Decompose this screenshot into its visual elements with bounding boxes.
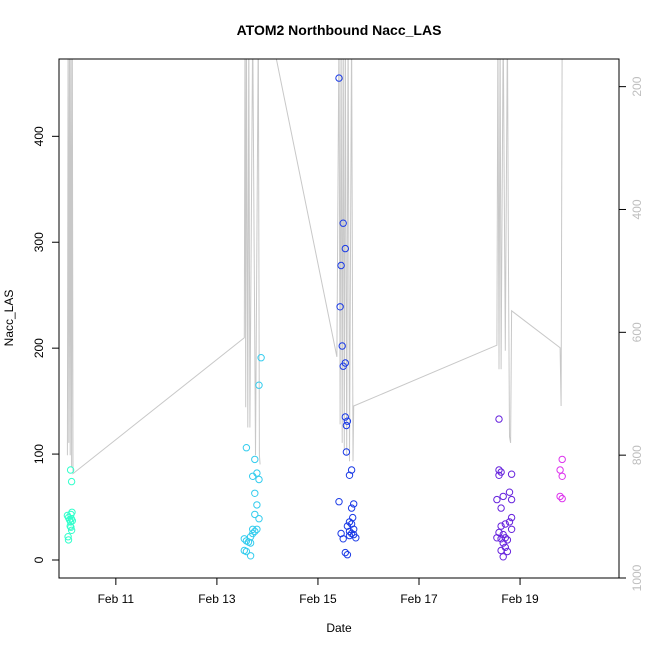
y-tick-label: 0 <box>32 556 46 563</box>
data-point <box>556 492 564 501</box>
data-point <box>558 472 566 480</box>
x-tick-label: Feb 13 <box>198 592 236 606</box>
data-point <box>342 421 351 430</box>
data-point <box>341 413 349 421</box>
y2-tick-label: 1000 <box>630 564 644 591</box>
data-point <box>345 531 354 540</box>
data-point <box>493 495 501 504</box>
data-point <box>246 552 255 560</box>
data-point <box>335 74 343 82</box>
data-point <box>67 526 76 534</box>
y2-tick-label: 600 <box>630 322 644 342</box>
y-tick-label: 400 <box>32 126 46 146</box>
data-point <box>345 518 354 526</box>
x-tick-label: Feb 15 <box>299 592 337 606</box>
data-point <box>253 469 261 477</box>
data-point <box>251 489 259 497</box>
data-point <box>556 466 564 474</box>
data-point <box>257 354 265 362</box>
data-point <box>335 498 343 506</box>
y-tick-label: 300 <box>32 232 46 252</box>
data-point <box>343 417 352 425</box>
chart-title: ATOM2 Northbound Nacc_LAS <box>237 22 442 38</box>
altitude-line-0 <box>66 59 261 475</box>
data-point <box>499 539 507 547</box>
data-point <box>251 527 259 536</box>
data-point <box>338 342 346 350</box>
y-axis-label: Nacc_LAS <box>2 290 16 347</box>
plot-area <box>63 59 566 561</box>
data-point <box>242 444 251 452</box>
data-point <box>336 303 344 311</box>
data-point <box>251 510 259 519</box>
data-point <box>66 522 74 530</box>
data-point <box>246 539 255 547</box>
data-point <box>253 501 261 509</box>
data-point <box>497 504 505 512</box>
data-point <box>249 525 257 533</box>
data-point <box>505 518 514 526</box>
data-point <box>499 492 507 501</box>
data-point <box>505 488 514 496</box>
data-point <box>249 472 257 480</box>
y2-tick-label: 800 <box>630 445 644 465</box>
data-point <box>66 518 75 526</box>
y2-tick-label: 400 <box>630 199 644 219</box>
axes: Feb 11 Feb 13 Feb 15 Feb 17 Feb 19 0 100 200 300… <box>32 58 644 606</box>
data-point <box>339 219 347 227</box>
data-point <box>339 535 347 543</box>
x-axis-label: Date <box>326 621 352 635</box>
data-point <box>343 551 352 559</box>
data-point <box>350 500 358 508</box>
altitude-line-1 <box>275 59 563 462</box>
data-point <box>342 448 351 456</box>
data-point <box>558 494 566 503</box>
data-point <box>255 381 263 389</box>
data-point <box>64 536 73 544</box>
data-point <box>67 523 75 531</box>
data-point <box>68 508 76 516</box>
data-point <box>507 495 516 504</box>
data-point <box>337 261 345 270</box>
data-point <box>507 470 516 478</box>
data-point <box>345 471 354 479</box>
data-point <box>501 520 509 528</box>
data-point <box>352 534 360 542</box>
data-point <box>255 475 263 484</box>
data-point <box>341 548 349 557</box>
data-point <box>64 533 72 541</box>
data-point <box>507 525 516 533</box>
y-tick-label: 200 <box>32 338 46 358</box>
data-point <box>495 471 503 479</box>
data-point <box>349 513 357 522</box>
data-point <box>495 466 503 474</box>
data-point <box>499 553 507 561</box>
data-point <box>350 525 358 533</box>
data-point <box>495 415 503 423</box>
data-point <box>507 513 516 522</box>
data-point <box>253 525 261 533</box>
data-point <box>242 547 251 556</box>
x-tick-label: Feb 11 <box>98 592 135 606</box>
data-point <box>497 546 505 555</box>
plot-frame <box>58 58 620 579</box>
y2-tick-label: 200 <box>630 76 644 96</box>
data-point <box>251 455 259 464</box>
data-point <box>339 362 347 370</box>
data-point <box>347 504 356 512</box>
y-tick-label: 100 <box>32 444 46 464</box>
data-point <box>497 522 505 530</box>
data-point <box>66 466 75 474</box>
data-point <box>67 477 76 486</box>
x-tick-label: Feb 19 <box>501 592 539 606</box>
data-point <box>493 534 501 542</box>
x-tick-label: Feb 17 <box>400 592 438 606</box>
data-point <box>558 455 566 464</box>
data-point <box>255 515 263 523</box>
data-point <box>341 244 349 253</box>
